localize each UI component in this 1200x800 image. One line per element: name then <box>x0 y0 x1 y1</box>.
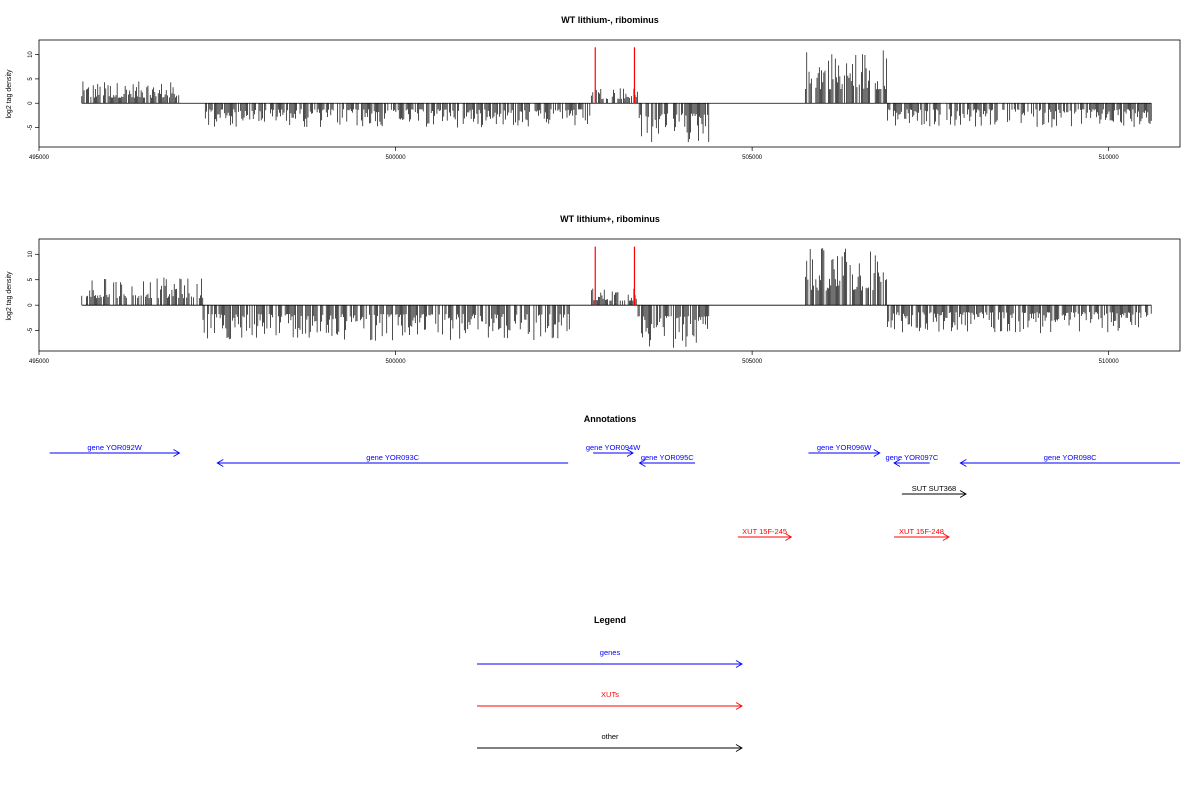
track-panel-1: WT lithium-, ribominus -5 0 5 10 495000 5000… <box>6 15 1181 161</box>
y-tick-label: 10 <box>28 51 34 58</box>
annotation-feature: gene YOR094W <box>586 443 641 457</box>
panel-2-frame <box>38 238 1181 352</box>
panel-1-title: WT lithium-, ribominus <box>561 15 659 25</box>
annotation-label: gene YOR093C <box>366 453 419 462</box>
legend-label: genes <box>600 648 621 657</box>
annotation-label: SUT SUT368 <box>912 484 956 493</box>
annotation-label: gene YOR095C <box>641 453 694 462</box>
y-tick-label: 10 <box>28 250 34 257</box>
annotation-arrowhead <box>959 459 967 467</box>
legend-label: XUTs <box>601 690 619 699</box>
panel-1-x-axis: 495000 500000 505000 510000 <box>29 147 1119 161</box>
panel-2-y-axis-label: log2 tag density <box>6 271 13 321</box>
legend-items: genes XUTs other <box>477 648 743 752</box>
panel-2-y-axis: -5 0 5 10 <box>28 250 40 333</box>
panel-1-y-axis-label: log2 tag density <box>6 69 13 119</box>
annotation-arrowhead <box>173 449 181 457</box>
annotation-arrowhead <box>893 459 901 467</box>
panel-1-bars <box>81 47 1152 143</box>
annotation-arrowhead <box>216 459 224 467</box>
x-tick-label: 500000 <box>386 155 407 161</box>
annotations-panel: Annotations gene YOR092W gene YOR093C gene… <box>49 414 1180 541</box>
annotation-feature: gene YOR093C <box>216 453 569 467</box>
annotation-arrowhead <box>959 490 967 498</box>
panel-2-title: WT lithium+, ribominus <box>560 214 660 224</box>
legend-item: genes <box>477 648 743 668</box>
annotation-label: gene YOR098C <box>1044 453 1097 462</box>
annotation-label: XUT 15F-245 <box>742 527 787 536</box>
annotation-label: gene YOR096W <box>817 443 872 452</box>
annotation-arrowhead <box>942 533 950 541</box>
annotation-feature: gene YOR095C <box>638 453 696 467</box>
legend-label: other <box>601 732 619 741</box>
annotation-label: XUT 15F-248 <box>899 527 944 536</box>
x-tick-label: 505000 <box>742 155 763 161</box>
annotation-feature: gene YOR098C <box>959 453 1180 467</box>
panel-1-frame <box>38 39 1181 148</box>
legend-item: other <box>477 732 743 752</box>
legend-title: Legend <box>594 615 626 625</box>
panel-1-y-axis: -5 0 5 10 <box>28 51 40 130</box>
x-tick-label: 510000 <box>1099 359 1120 365</box>
panel-2-bars <box>81 246 1152 348</box>
annotation-arrowhead <box>638 459 646 467</box>
annotation-arrowhead <box>626 449 634 457</box>
annotation-label: gene YOR097C <box>885 453 938 462</box>
annotation-feature: gene YOR092W <box>49 443 181 457</box>
x-tick-label: 505000 <box>742 359 763 365</box>
y-tick-label: 0 <box>28 101 34 105</box>
annotation-feature: SUT SUT368 <box>901 484 967 498</box>
legend-panel: Legend genes XUTs other <box>477 615 743 752</box>
annotation-feature: XUT 15F-248 <box>894 527 950 541</box>
legend-item: XUTs <box>477 690 743 710</box>
x-tick-label: 500000 <box>386 359 407 365</box>
annotation-label: gene YOR094W <box>586 443 641 452</box>
track-panel-2: WT lithium+, ribominus -5 0 5 10 495000 5000… <box>6 214 1181 365</box>
annotations-title: Annotations <box>584 414 637 424</box>
y-tick-label: -5 <box>28 124 34 130</box>
annotation-label: gene YOR092W <box>87 443 142 452</box>
x-tick-label: 495000 <box>29 359 50 365</box>
x-tick-label: 495000 <box>29 155 50 161</box>
annotation-arrowhead <box>785 533 793 541</box>
legend-arrowhead <box>735 744 743 752</box>
y-tick-label: -5 <box>28 327 34 333</box>
annotation-arrowhead <box>873 449 881 457</box>
x-tick-label: 510000 <box>1099 155 1120 161</box>
annotation-feature: gene YOR096W <box>808 443 881 457</box>
y-tick-label: 5 <box>28 77 34 81</box>
legend-arrowhead <box>735 702 743 710</box>
legend-arrowhead <box>735 660 743 668</box>
y-tick-label: 0 <box>28 303 34 307</box>
y-tick-label: 5 <box>28 277 34 281</box>
annotation-feature: gene YOR097C <box>885 453 939 467</box>
annotation-feature: XUT 15F-245 <box>737 527 793 541</box>
panel-2-x-axis: 495000 500000 505000 510000 <box>29 351 1119 365</box>
